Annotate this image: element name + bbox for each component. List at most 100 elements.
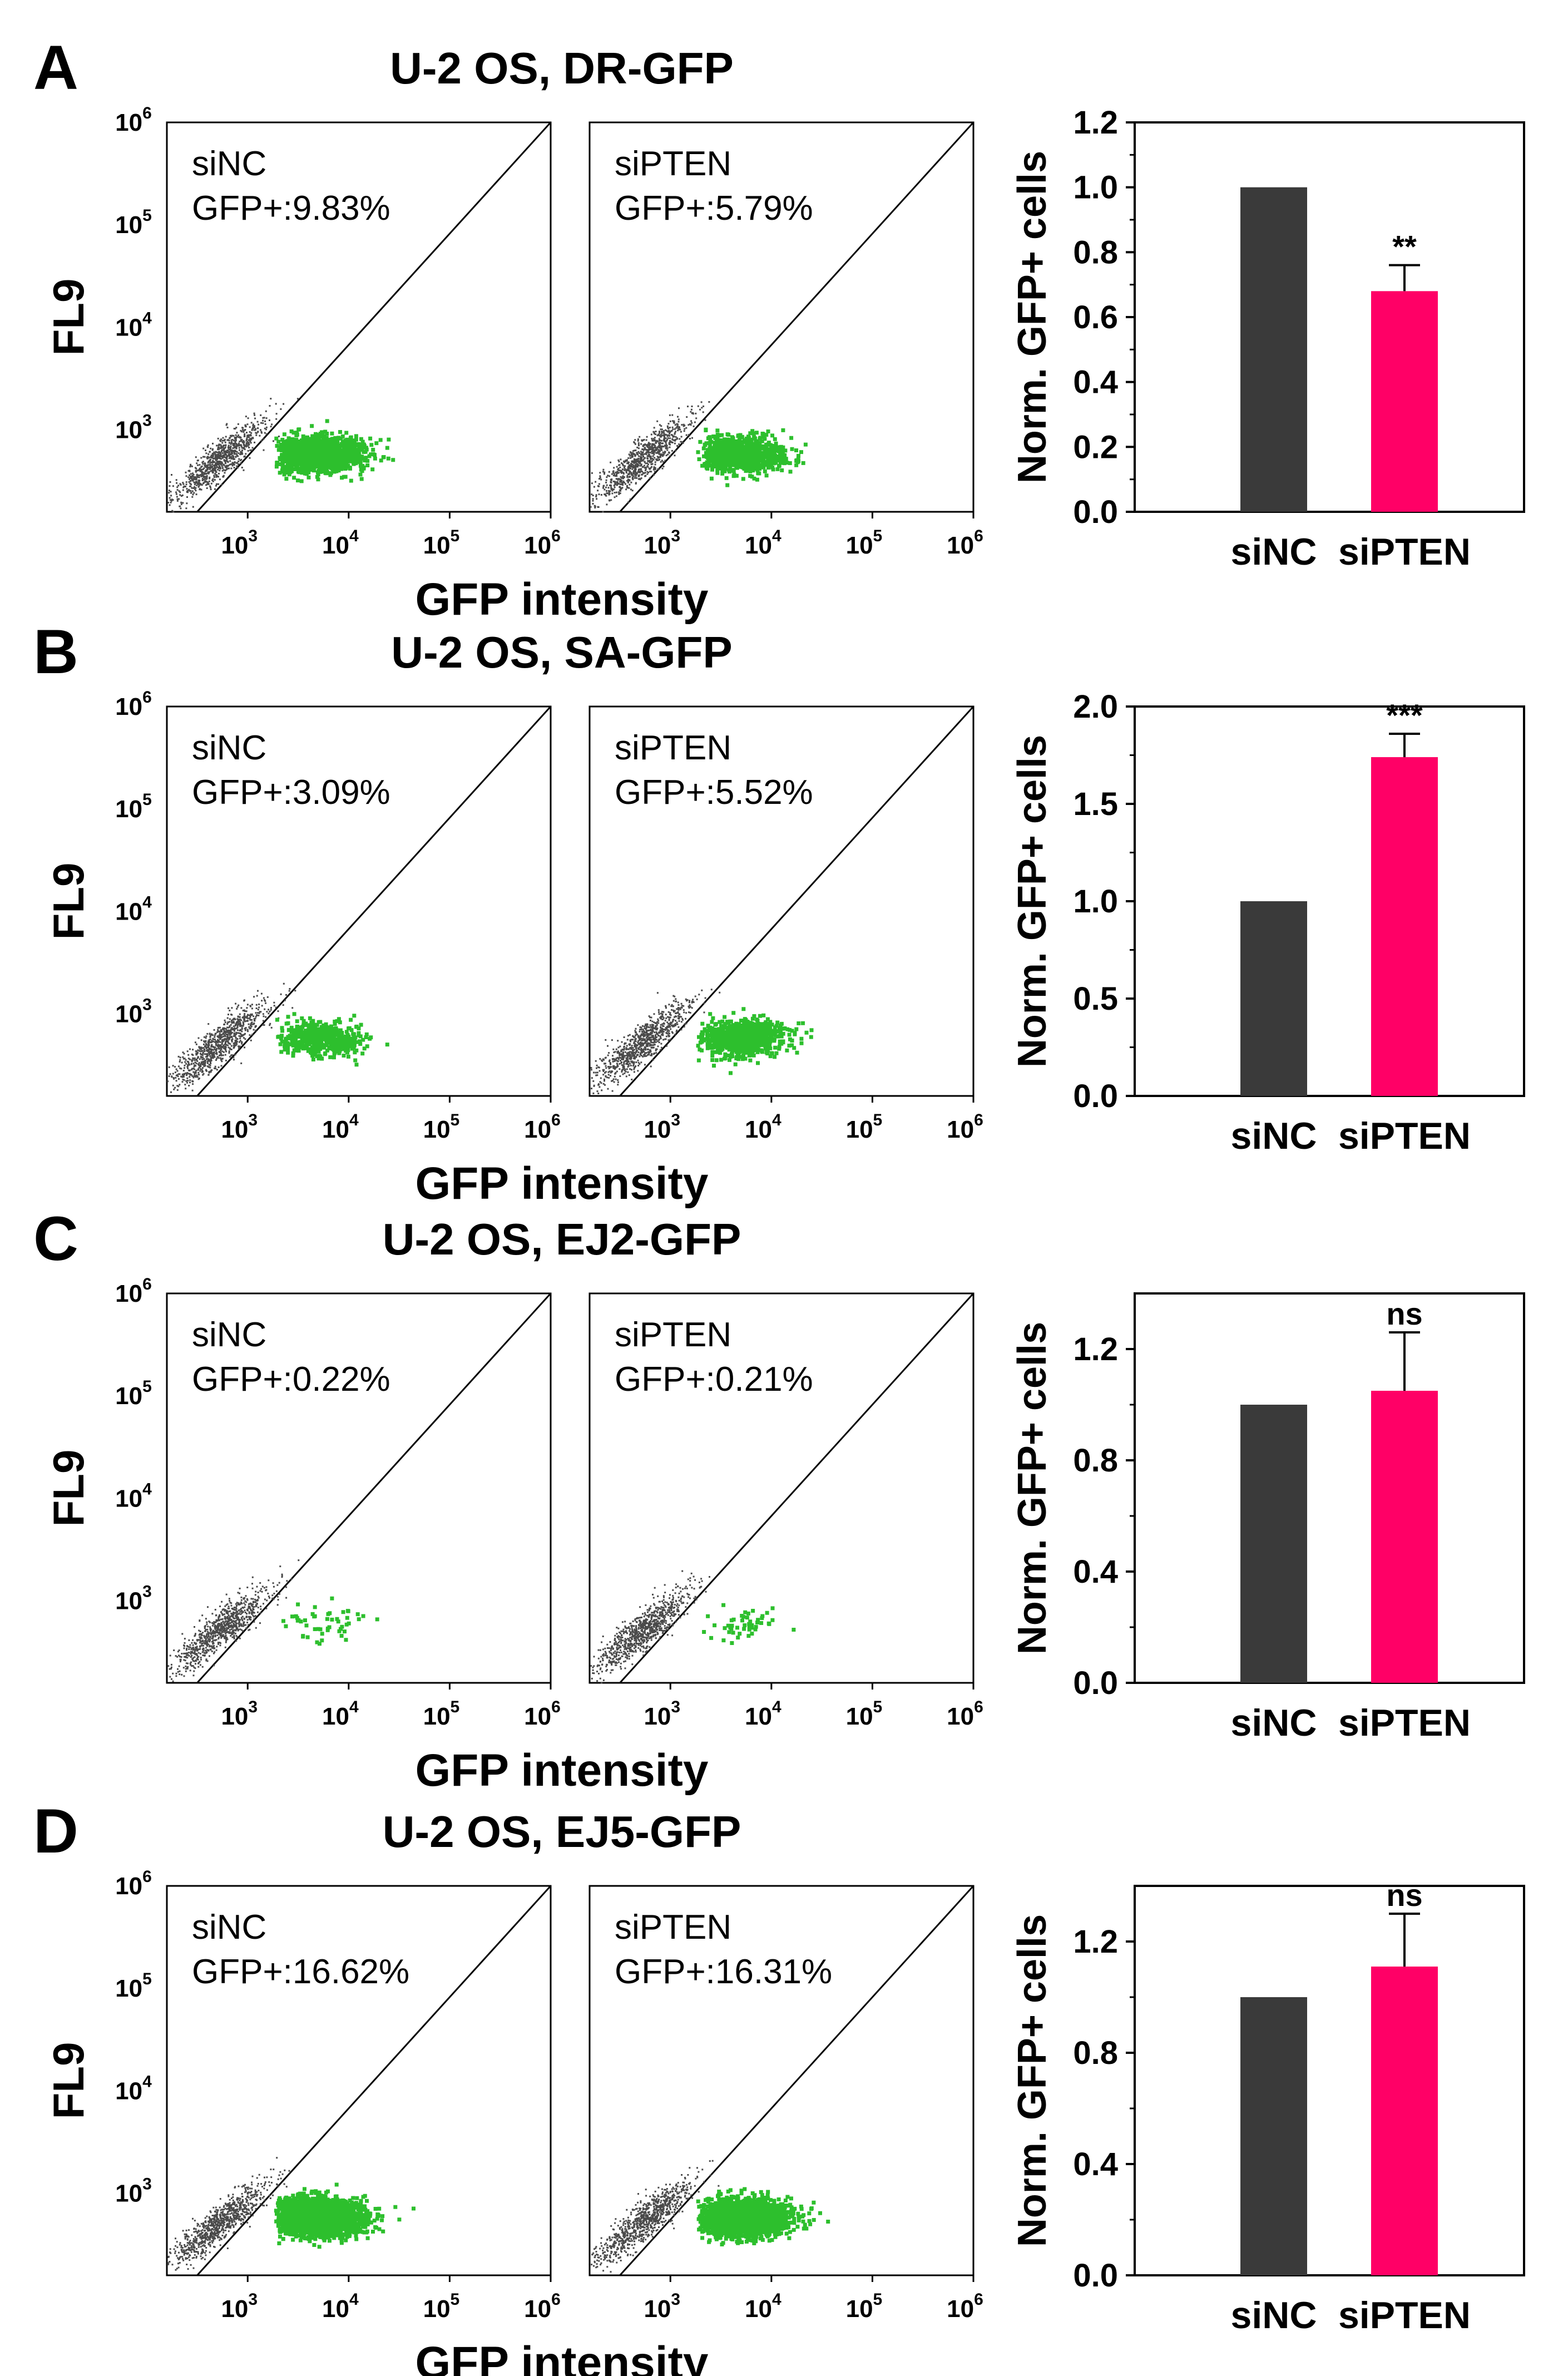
bar-chart-a: 0.0 0.2 0.4 0.6 0.8 1.0 1.2 Norm. GFP+ cells siN… <box>1010 105 1525 573</box>
x-tick-label: 106 <box>524 527 561 559</box>
panel-letter: C <box>33 1204 78 1273</box>
y-tick-label: 106 <box>115 1275 152 1307</box>
bar-y-tick-label: 0.0 <box>1073 2258 1118 2294</box>
gfp-percentage-label: GFP+:0.22% <box>192 1360 390 1399</box>
bar-y-axis-label: Norm. GFP+ cells <box>1010 151 1055 483</box>
x-tick-label: 104 <box>745 1698 781 1730</box>
panel-a: A U-2 OS, DR-GFP FL9 siNC GFP+:9.83% 103 104 10… <box>33 33 1525 625</box>
x-tick-label: 104 <box>322 527 359 559</box>
gate-line <box>619 121 975 513</box>
gfp-positive-cloud <box>281 1596 379 1646</box>
y-tick-label: 104 <box>115 2072 152 2105</box>
gfp-positive-cloud <box>274 419 395 483</box>
x-tick-label: 103 <box>644 527 680 559</box>
x-tick-label: 103 <box>221 527 258 559</box>
gate-line <box>619 705 975 1097</box>
bar-sipten <box>1371 1391 1438 1683</box>
y-tick-label: 105 <box>115 1970 152 2002</box>
panel-title: U-2 OS, SA-GFP <box>391 628 732 677</box>
gfp-negative-cloud <box>590 401 710 513</box>
y-axis-label-fl9: FL9 <box>44 1450 93 1527</box>
bar-chart-frame <box>1134 121 1525 513</box>
significance-marker: ** <box>1392 229 1417 264</box>
panel-title: U-2 OS, DR-GFP <box>390 43 734 93</box>
bar-sipten <box>1371 757 1438 1096</box>
y-tick-label: 104 <box>115 309 152 341</box>
flow-condition-label: siNC <box>192 1908 266 1947</box>
x-tick-label: 104 <box>322 2290 359 2323</box>
bar-y-tick-label: 0.0 <box>1073 494 1118 530</box>
flow-plot-frame <box>588 705 975 1097</box>
flow-plot-frame <box>166 1292 552 1684</box>
flow-condition-label: siPTEN <box>615 145 731 183</box>
gfp-negative-cloud <box>167 982 296 1093</box>
gfp-percentage-label: GFP+:5.79% <box>615 189 813 228</box>
bar-sinc <box>1240 901 1307 1096</box>
bar-y-tick-label: 0.8 <box>1073 1443 1118 1479</box>
flow-condition-label: siPTEN <box>615 1316 731 1354</box>
y-tick-label: 105 <box>115 791 152 823</box>
x-axis-label-gfp-intensity: GFP intensity <box>415 1745 708 1796</box>
x-tick-label: 103 <box>221 1698 258 1730</box>
bar-category-label: siNC <box>1231 531 1317 573</box>
y-tick-label: 104 <box>115 1480 152 1512</box>
flow-plot-sipten: siPTEN GFP+:5.79% 103 104 105 106 <box>588 121 983 559</box>
gfp-negative-cloud <box>590 1570 710 1684</box>
x-tick-label: 106 <box>524 1111 561 1143</box>
bar-y-tick-label: 1.0 <box>1073 883 1118 920</box>
bar-y-axis-label: Norm. GFP+ cells <box>1010 1322 1055 1654</box>
gfp-negative-cloud <box>167 398 299 513</box>
bar-y-tick-label: 0.4 <box>1073 1554 1118 1590</box>
x-tick-label: 106 <box>947 1698 983 1730</box>
y-tick-label: 106 <box>115 104 152 136</box>
bar-category-label: siNC <box>1231 1702 1317 1744</box>
bar-y-tick-label: 1.0 <box>1073 170 1118 206</box>
flow-plot-frame <box>588 1292 975 1684</box>
significance-marker: *** <box>1386 698 1423 733</box>
gfp-percentage-label: GFP+:9.83% <box>192 189 390 228</box>
y-tick-label: 103 <box>115 412 152 444</box>
x-tick-label: 106 <box>947 527 983 559</box>
y-axis-label-fl9: FL9 <box>44 2042 93 2120</box>
flow-plot-sinc: siNC GFP+:16.62% 103 104 105 106 106 105 104 103 <box>115 1868 561 2323</box>
gate-line <box>196 121 552 513</box>
x-axis-label-gfp-intensity: GFP intensity <box>415 1158 708 1209</box>
bar-chart-c: 0.0 0.4 0.8 1.2 Norm. GFP+ cells siNC ns siPTEN <box>1010 1292 1525 1744</box>
x-tick-label: 104 <box>322 1111 359 1143</box>
bar-sipten <box>1371 1967 1438 2275</box>
y-tick-label: 103 <box>115 2175 152 2207</box>
flow-condition-label: siNC <box>192 1316 266 1354</box>
bar-chart-frame <box>1134 1292 1525 1684</box>
bar-category-label: siNC <box>1231 1115 1317 1157</box>
gfp-positive-cloud <box>696 1007 814 1075</box>
flow-plot-sipten: siPTEN GFP+:0.21% 103 104 105 106 <box>588 1292 983 1730</box>
bar-y-axis-label: Norm. GFP+ cells <box>1010 1914 1055 2247</box>
x-tick-label: 104 <box>745 527 781 559</box>
gfp-negative-cloud <box>590 989 721 1094</box>
panel-c: C U-2 OS, EJ2-GFP FL9 siNC GFP+:0.22% 103 104 1… <box>33 1204 1525 1796</box>
x-tick-label: 104 <box>745 1111 781 1143</box>
x-tick-label: 103 <box>644 1698 680 1730</box>
x-tick-label: 105 <box>423 1698 460 1730</box>
bar-y-tick-label: 0.0 <box>1073 1078 1118 1114</box>
x-tick-label: 106 <box>524 1698 561 1730</box>
panel-d: D U-2 OS, EJ5-GFP FL9 siNC GFP+:16.62% 103 104… <box>33 1796 1525 2376</box>
bar-y-tick-label: 0.8 <box>1073 234 1118 270</box>
bar-y-tick-label: 0.4 <box>1073 364 1118 401</box>
y-tick-label: 104 <box>115 893 152 925</box>
bar-y-tick-label: 0.4 <box>1073 2146 1118 2182</box>
significance-marker: ns <box>1386 1296 1422 1331</box>
x-tick-label: 103 <box>221 1111 258 1143</box>
gate-line <box>196 1292 552 1684</box>
x-tick-label: 105 <box>846 1698 883 1730</box>
bar-sinc <box>1240 1405 1307 1683</box>
bar-sinc <box>1240 1997 1307 2275</box>
gfp-percentage-label: GFP+:0.21% <box>615 1360 813 1399</box>
x-tick-label: 103 <box>644 1111 680 1143</box>
x-tick-label: 105 <box>423 2290 460 2323</box>
x-tick-label: 105 <box>423 1111 460 1143</box>
gfp-positive-cloud <box>274 2182 416 2249</box>
bar-y-tick-label: 0.2 <box>1073 429 1118 465</box>
x-tick-label: 105 <box>846 1111 883 1143</box>
